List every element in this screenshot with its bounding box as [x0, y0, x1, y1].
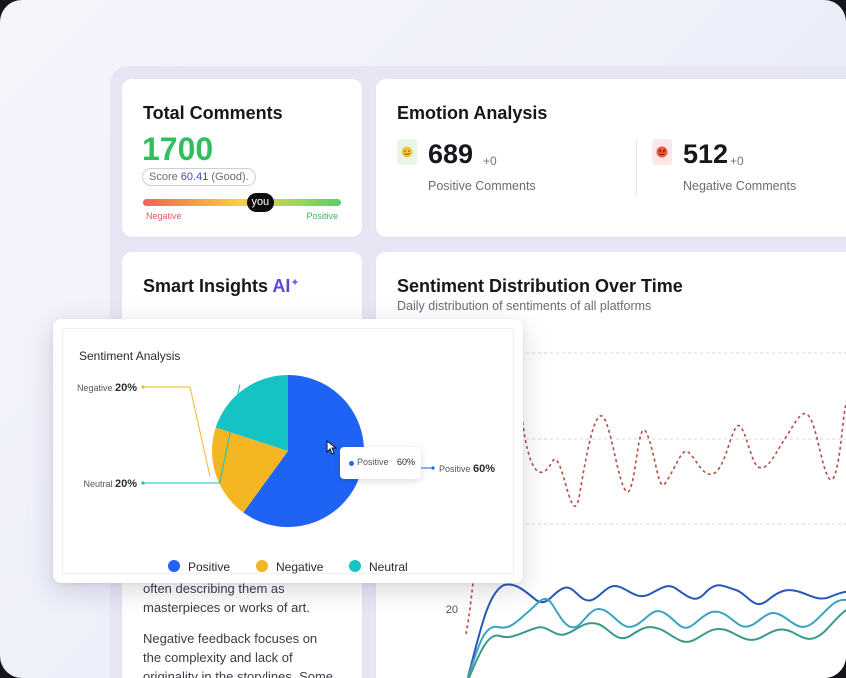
legend-label: Neutral: [369, 560, 408, 574]
slice-label-positive: Positive 60%: [439, 463, 495, 475]
positive-trend-line: [467, 583, 846, 678]
legend-dot-neutral: [349, 560, 361, 572]
insight-line: often describing them as: [143, 581, 285, 596]
emotion-divider: [636, 139, 637, 195]
sentiment-analysis-panel: Sentiment Analysis Positive 60% Negative …: [62, 328, 514, 574]
smart-insights-label: Smart Insights: [143, 276, 269, 296]
smiling-face-icon: [397, 139, 417, 165]
positive-comments-label: Positive Comments: [428, 179, 536, 193]
insight-line: the complexity and lack of: [143, 650, 293, 665]
leader-line-neutral: [143, 384, 241, 484]
other-trend-line: [467, 609, 846, 678]
legend-positive: Positive: [168, 560, 230, 574]
sentiment-pie-chart: Positive 60% Negative 20% Neutral 20%: [77, 375, 495, 527]
leader-line-negative: [143, 386, 211, 477]
insight-line: masterpieces or works of art.: [143, 600, 310, 615]
legend-negative: Negative: [256, 560, 323, 574]
tooltip-value: 60%: [396, 457, 415, 467]
score-suffix: (Good).: [208, 171, 249, 183]
y-tick-20: 20: [446, 604, 458, 616]
insight-line: originality in the storylines. Some: [143, 669, 334, 678]
legend-neutral: Neutral: [349, 560, 408, 574]
negative-comments-label: Negative Comments: [683, 179, 797, 193]
legend-label: Negative: [276, 560, 324, 574]
tooltip-dot: [349, 461, 354, 466]
pie-slice-positive[interactable]: [243, 375, 364, 527]
leader-dot-negative: [141, 385, 145, 389]
tooltip-series: Positive: [357, 457, 389, 467]
total-comments-count: 1700: [142, 131, 214, 167]
legend-dot-positive: [168, 560, 180, 572]
score-badge: Score 60.41 (Good).: [142, 168, 256, 186]
positive-delta: +0: [483, 154, 497, 168]
score-value: 60.41: [180, 171, 209, 183]
total-comments-title: Total Comments: [143, 103, 283, 123]
sentiment-analysis-title: Sentiment Analysis: [79, 349, 181, 363]
slice-label-neutral: Neutral 20%: [83, 478, 137, 490]
leader-dot-neutral: [141, 481, 145, 485]
legend-label: Positive: [188, 560, 231, 574]
gauge-negative-label: Negative: [146, 211, 182, 221]
total-comments-card: Total Comments 1700 Score 60.41 (Good). …: [122, 79, 362, 237]
negative-trend-line: [465, 398, 846, 635]
positive-count: 689: [428, 139, 474, 169]
gauge-positive-label: Positive: [306, 211, 338, 221]
sentiment-gauge-bar: [143, 199, 341, 206]
neutral-trend-line: [467, 598, 846, 678]
emotion-analysis-title: Emotion Analysis: [397, 103, 548, 123]
negative-delta: +0: [730, 154, 744, 168]
insight-line: Negative feedback focuses on: [143, 631, 318, 646]
mouse-cursor-icon: [326, 440, 338, 455]
sentiment-analysis-popup: Sentiment Analysis Positive 60% Negative …: [53, 319, 523, 583]
pie-slice-negative[interactable]: [212, 427, 288, 513]
slice-label-negative: Negative 20%: [77, 382, 137, 394]
pie-tooltip: Positive 60%: [340, 447, 421, 479]
legend-dot-negative: [256, 560, 268, 572]
sparkle-icon: ✦: [290, 277, 300, 289]
ai-tag: AI: [272, 276, 291, 296]
smart-insights-title: Smart Insights AI✦: [143, 276, 300, 297]
angry-face-icon: [652, 139, 672, 165]
negative-count: 512: [683, 139, 729, 169]
leader-dot-positive: [431, 466, 435, 470]
score-prefix: Score: [149, 171, 181, 183]
sentiment-distribution-subtitle: Daily distribution of sentiments of all …: [397, 299, 652, 313]
pie-slice-neutral[interactable]: [215, 375, 288, 451]
emotion-analysis-card: Emotion Analysis 689 +0 Positive Comment…: [376, 79, 846, 237]
sentiment-distribution-title: Sentiment Distribution Over Time: [397, 276, 683, 296]
gauge-you-marker: you: [246, 193, 274, 212]
